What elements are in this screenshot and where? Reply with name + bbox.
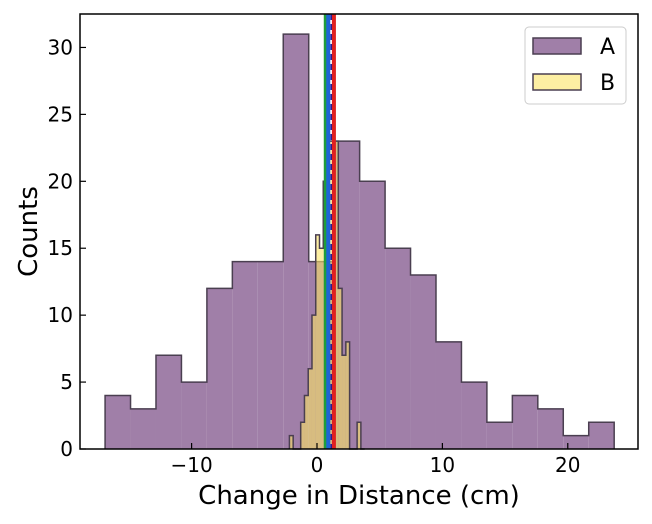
series-a-bar bbox=[130, 408, 156, 449]
series-a-bar bbox=[155, 355, 182, 449]
legend-swatch-a bbox=[532, 37, 582, 55]
series-b-bar bbox=[319, 248, 324, 449]
series-a-bar bbox=[435, 341, 462, 449]
y-tick-label: 25 bbox=[48, 102, 73, 126]
series-b-bar bbox=[311, 315, 316, 449]
series-a-bar bbox=[257, 261, 284, 449]
series-a-bar bbox=[410, 275, 436, 449]
legend: AB bbox=[524, 26, 627, 105]
series-a-bar bbox=[385, 248, 411, 449]
series-b-bar bbox=[289, 435, 294, 449]
axis-ticks: −10 0 10 20 0 5 10 15 20 25 30 bbox=[48, 35, 581, 477]
y-tick-label: 10 bbox=[48, 303, 73, 327]
legend-label-a: A bbox=[600, 35, 615, 60]
x-tick-label: 0 bbox=[311, 453, 324, 477]
x-axis-label: Change in Distance (cm) bbox=[198, 481, 520, 511]
series-a-bar bbox=[588, 422, 615, 449]
series-a-bar bbox=[206, 288, 233, 449]
series-b-bar bbox=[338, 288, 343, 449]
series-a-bar bbox=[537, 408, 564, 449]
series-b-bar bbox=[357, 422, 361, 449]
series-a-bar bbox=[563, 435, 589, 449]
y-tick-label: 15 bbox=[48, 236, 73, 260]
series-b-bar bbox=[304, 395, 309, 449]
vertical-reference-lines bbox=[323, 14, 336, 449]
series-a-bar bbox=[512, 395, 538, 449]
series-a-bar bbox=[181, 382, 207, 449]
series-a-outline bbox=[104, 33, 615, 449]
y-tick-label: 5 bbox=[60, 370, 73, 394]
series-a-bar bbox=[105, 395, 131, 449]
legend-swatch-b bbox=[532, 73, 582, 91]
series-b-bar bbox=[300, 422, 305, 449]
legend-label-b: B bbox=[600, 71, 615, 96]
series-a-bar bbox=[359, 181, 386, 450]
series-a-bar bbox=[283, 34, 309, 449]
series-a-bar bbox=[461, 382, 487, 449]
x-tick-label: 20 bbox=[555, 453, 580, 477]
y-axis-label: Counts bbox=[14, 186, 44, 277]
series-a-bar bbox=[232, 261, 258, 449]
series-b-bar bbox=[315, 234, 320, 449]
x-tick-label: 10 bbox=[430, 453, 455, 477]
series-b-bar bbox=[334, 141, 339, 449]
series-b-bar bbox=[345, 341, 350, 449]
plot-frame bbox=[79, 13, 639, 450]
series-a-bar bbox=[486, 422, 513, 449]
y-tick-label: 30 bbox=[48, 35, 73, 59]
y-tick-label: 20 bbox=[48, 169, 73, 193]
y-tick-label: 0 bbox=[60, 437, 73, 461]
series-b-bar bbox=[342, 355, 346, 449]
series-b-bar bbox=[308, 368, 312, 449]
x-tick-label: −10 bbox=[170, 453, 212, 477]
